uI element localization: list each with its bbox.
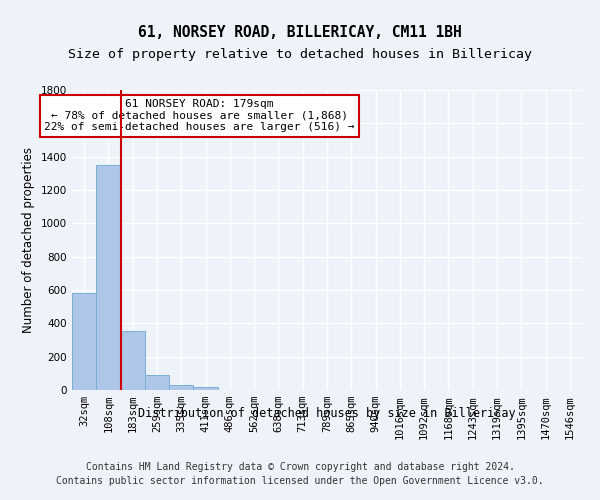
Bar [72,294,96,390]
Text: 61, NORSEY ROAD, BILLERICAY, CM11 1BH: 61, NORSEY ROAD, BILLERICAY, CM11 1BH [138,25,462,40]
Bar [193,386,218,390]
Bar [169,385,193,390]
Text: Distribution of detached houses by size in Billericay: Distribution of detached houses by size … [138,408,516,420]
Bar [96,165,121,390]
Text: Contains public sector information licensed under the Open Government Licence v3: Contains public sector information licen… [56,476,544,486]
Bar [121,331,145,390]
Text: Contains HM Land Registry data © Crown copyright and database right 2024.: Contains HM Land Registry data © Crown c… [86,462,514,472]
Text: 61 NORSEY ROAD: 179sqm
← 78% of detached houses are smaller (1,868)
22% of semi-: 61 NORSEY ROAD: 179sqm ← 78% of detached… [44,99,355,132]
Y-axis label: Number of detached properties: Number of detached properties [22,147,35,333]
Text: Size of property relative to detached houses in Billericay: Size of property relative to detached ho… [68,48,532,60]
Bar [145,375,169,390]
